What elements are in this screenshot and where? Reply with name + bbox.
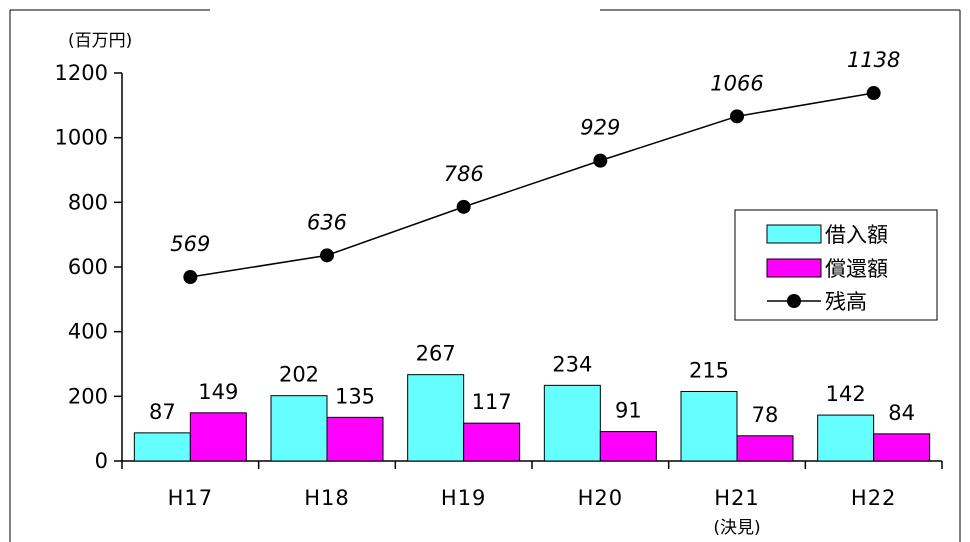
x-category-label: H20 — [578, 486, 624, 510]
bar-borrow-label: 202 — [279, 363, 319, 387]
bar-repay-label: 91 — [615, 399, 642, 423]
bar-borrow-label: 215 — [689, 358, 729, 382]
bar-borrow — [543, 384, 601, 462]
bar-borrow-label: 87 — [149, 400, 176, 424]
bar-repay — [873, 433, 931, 462]
balance-point-label: 569 — [170, 232, 210, 256]
bar-repay-label: 135 — [335, 384, 375, 408]
bar-borrow — [817, 414, 875, 462]
legend-repay-label: 償還額 — [825, 257, 888, 281]
bar-borrow-label: 234 — [552, 352, 592, 376]
balance-point-label: 929 — [580, 116, 620, 140]
legend-borrow-swatch — [766, 224, 822, 244]
bar-borrow — [407, 374, 465, 462]
y-tick-label: 200 — [68, 384, 108, 408]
y-tick-label: 1200 — [55, 61, 108, 85]
balance-point-label: 636 — [307, 210, 347, 234]
balance-point-label: 1138 — [847, 48, 900, 72]
balance-point — [320, 248, 334, 263]
bar-repay — [326, 416, 384, 462]
legend-balance-label: 残高 — [825, 290, 867, 314]
bar-borrow — [680, 390, 738, 462]
bar-borrow — [270, 395, 328, 462]
bar-repay-label: 78 — [752, 403, 779, 427]
balance-point — [866, 86, 881, 101]
y-tick-label: 0 — [95, 449, 108, 473]
balance-point — [730, 109, 744, 124]
bar-borrow-label: 267 — [416, 342, 456, 366]
balance-point-label: 786 — [444, 162, 484, 186]
x-category-label: H19 — [441, 486, 487, 510]
balance-point — [456, 199, 471, 214]
bar-repay-label: 84 — [888, 401, 915, 425]
x-category-label: H18 — [304, 486, 350, 510]
bar-borrow — [133, 432, 191, 462]
bar-repay — [599, 431, 657, 462]
legend-repay-swatch — [766, 258, 822, 278]
x-category-label: H21 — [714, 486, 760, 510]
bar-repay — [463, 422, 521, 462]
x-category-sublabel: (決見) — [713, 518, 760, 538]
balance-point-label: 1066 — [710, 71, 763, 95]
legend-borrow-label: 借入額 — [825, 223, 888, 247]
y-tick-label: 1000 — [55, 126, 108, 150]
bar-repay — [736, 435, 794, 462]
x-category-label: H22 — [851, 486, 897, 510]
balance-line — [190, 92, 874, 278]
bar-repay-label: 149 — [198, 380, 238, 404]
bar-repay-label: 117 — [472, 390, 512, 414]
bar-repay — [189, 412, 247, 462]
y-tick-label: 400 — [68, 320, 108, 344]
legend-balance-marker — [787, 294, 801, 308]
balance-point — [593, 153, 608, 168]
bar-borrow-label: 142 — [826, 382, 866, 406]
unit-label: (百万円) — [68, 31, 132, 51]
y-tick-label: 800 — [68, 190, 108, 214]
y-tick-label: 600 — [68, 255, 108, 279]
balance-point — [183, 270, 198, 285]
x-category-label: H17 — [168, 486, 214, 510]
